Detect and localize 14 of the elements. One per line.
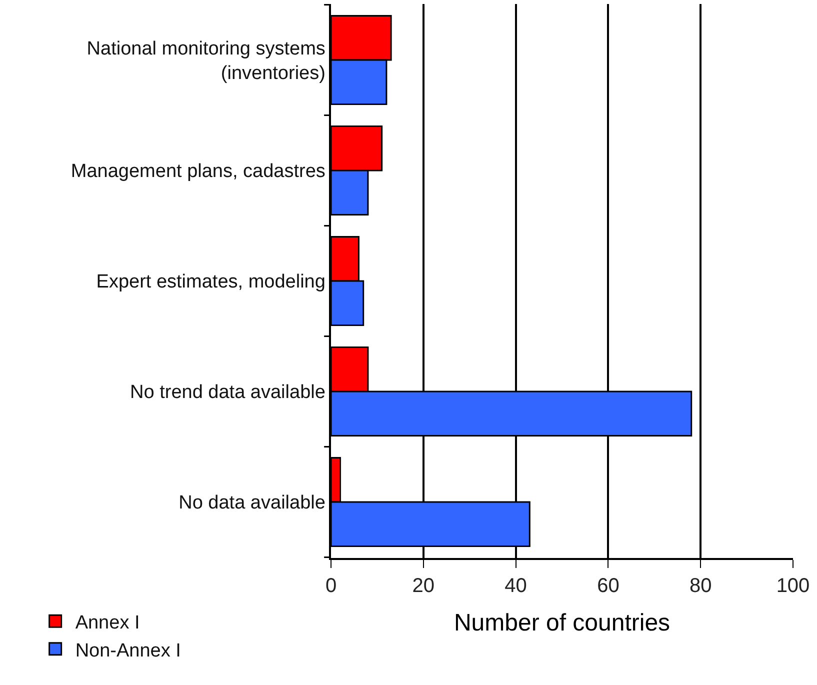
x-tick-label: 60 <box>597 574 620 597</box>
x-tick-label: 80 <box>689 574 712 597</box>
y-tick-label: No data available <box>178 492 326 514</box>
x-tick-label: 100 <box>776 574 810 597</box>
legend-label: Non-Annex I <box>75 640 181 662</box>
y-tick-label: No trend data available <box>130 382 326 404</box>
legend-label: Annex I <box>75 612 140 634</box>
x-axis-title: Number of countries <box>454 610 670 637</box>
y-tick-label: National monitoring systems (inventories) <box>86 38 326 84</box>
x-tick-label: 20 <box>412 574 435 597</box>
y-tick-label: Management plans, cadastres <box>70 161 326 182</box>
y-tick-label: Expert estimates, modeling <box>96 272 326 293</box>
x-tick-label: 0 <box>325 574 337 597</box>
x-tick-label: 40 <box>504 574 527 597</box>
